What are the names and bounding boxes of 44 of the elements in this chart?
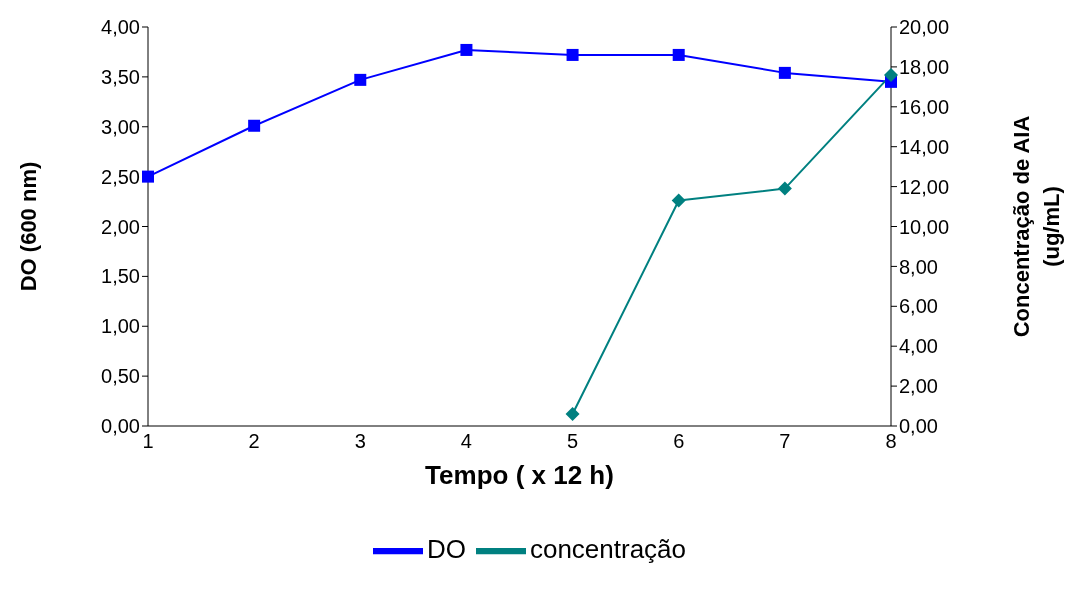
point	[671, 193, 686, 208]
point	[460, 43, 473, 56]
y-tick-label: 0,50	[101, 365, 140, 388]
y2-tick-label: 8,00	[899, 255, 938, 278]
point	[566, 48, 579, 61]
point	[354, 73, 367, 86]
point	[142, 170, 154, 183]
y-tick-label: 4,00	[101, 16, 140, 39]
point	[884, 67, 898, 82]
y2-tick-label: 2,00	[899, 375, 938, 398]
y2-tick-label: 20,00	[899, 16, 950, 39]
x-tick-label: 1	[142, 430, 154, 453]
y-tick-label: 3,50	[101, 65, 140, 88]
point	[777, 181, 792, 196]
x-tick-label: 4	[460, 430, 472, 453]
legend-label: concentração	[529, 533, 687, 564]
point	[778, 66, 791, 79]
x-tick-label: 2	[248, 430, 260, 453]
x-tick-label: 7	[779, 430, 791, 453]
x-axis-title: Tempo ( x 12 h)	[425, 460, 614, 491]
y2-tick-label: 16,00	[899, 95, 950, 118]
point	[565, 407, 580, 422]
y2-tick-label: 18,00	[899, 56, 950, 78]
y-tick-label: 2,50	[101, 165, 140, 188]
y-axis-title: DO (600 nm)	[15, 161, 41, 292]
x-tick-label: 6	[673, 430, 685, 453]
y-tick-label: 2,00	[101, 215, 140, 238]
x-tick-label: 5	[567, 430, 579, 453]
y-tick-label: 3,00	[101, 115, 140, 138]
y-tick-label: 1,50	[101, 265, 140, 288]
y-tick-label: 1,00	[101, 315, 140, 338]
y2-tick-label: 4,00	[899, 335, 938, 358]
y2-tick-label: 6,00	[899, 295, 938, 318]
y2-tick-label: 10,00	[899, 215, 950, 238]
y2-axis-title: Concentração de AIA (ug/mL)	[1009, 115, 1064, 338]
x-tick-label: 3	[354, 430, 366, 453]
y-tick-label: 0,00	[101, 415, 140, 438]
y2-tick-label: 12,00	[899, 175, 950, 198]
y2-tick-label: 14,00	[899, 135, 950, 158]
x-tick-label: 8	[885, 430, 897, 453]
point	[248, 119, 261, 132]
y2-tick-label: 0,00	[899, 415, 938, 438]
point	[672, 48, 685, 61]
legend-label: DO	[426, 533, 466, 564]
